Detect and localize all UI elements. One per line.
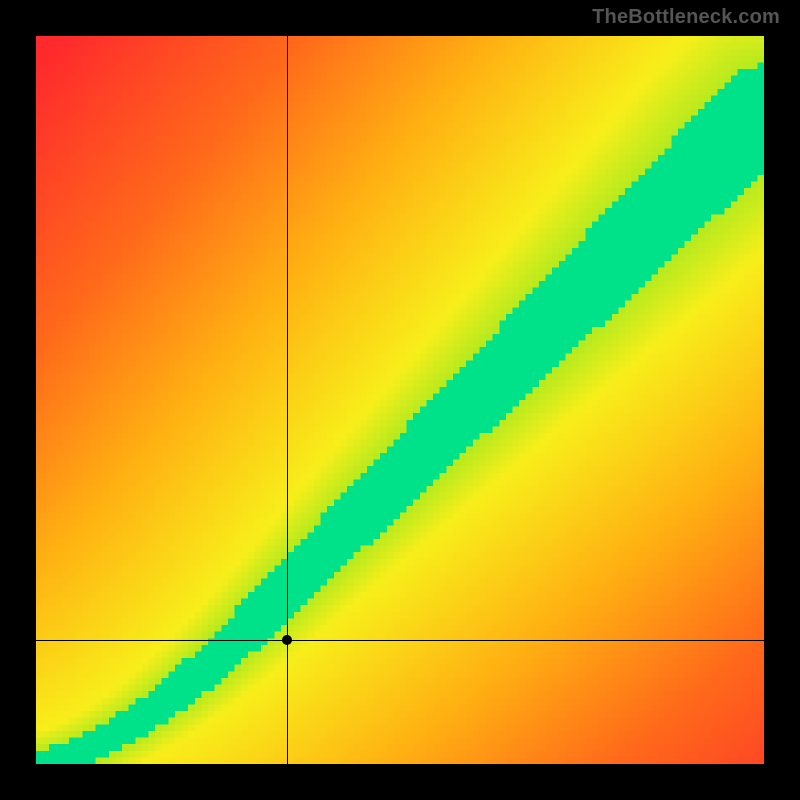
chart-container: TheBottleneck.com	[0, 0, 800, 800]
bottleneck-heatmap	[36, 36, 764, 764]
crosshair-vertical	[287, 36, 288, 764]
crosshair-horizontal	[36, 640, 764, 641]
crosshair-dot	[281, 634, 293, 646]
watermark-text: TheBottleneck.com	[592, 6, 780, 29]
